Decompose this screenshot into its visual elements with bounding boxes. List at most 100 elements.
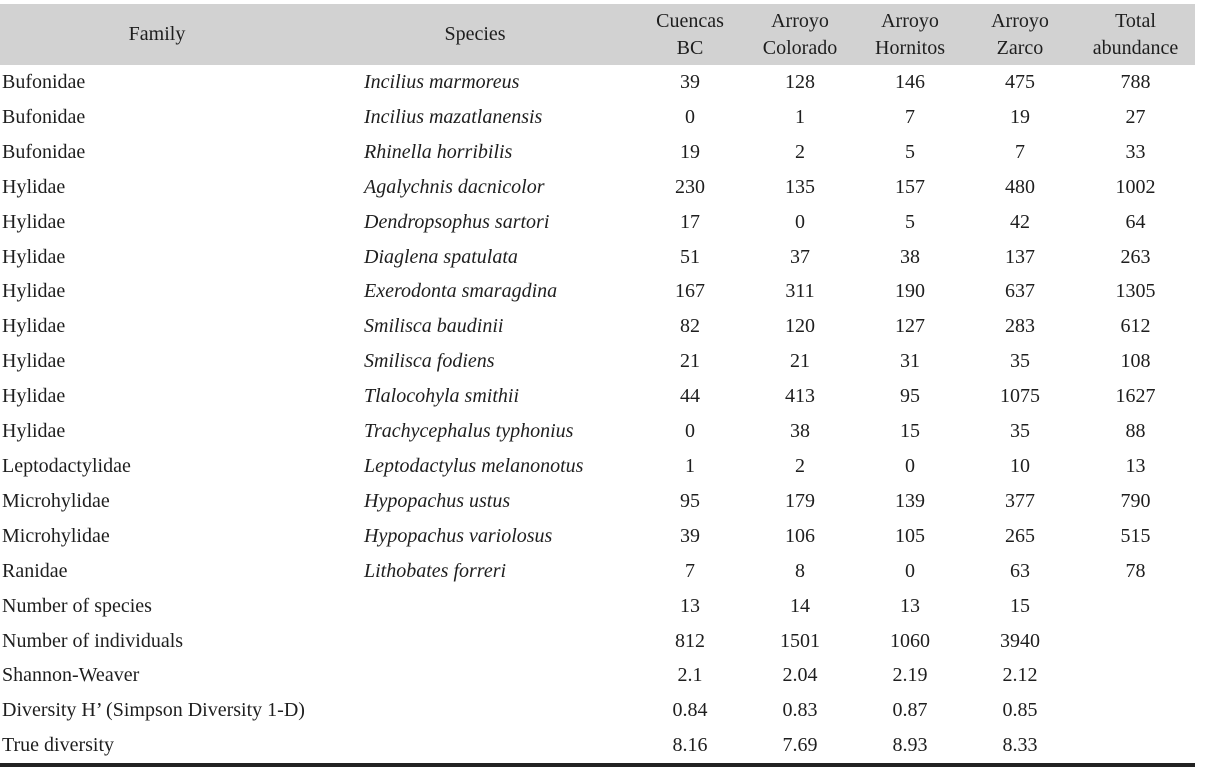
species-abundance-table-wrap: Family Species Cuencas BC Arroyo Colorad… xyxy=(0,4,1195,768)
value-cell: 413 xyxy=(785,385,815,408)
value-cell: 311 xyxy=(785,280,815,303)
value-cell: 0.84 xyxy=(672,699,708,722)
table-row: Hylidae Diaglena spatulata 51 37 38 137 263 xyxy=(0,240,1195,275)
value-cell: 0 xyxy=(905,559,915,582)
value-cell: 128 xyxy=(785,71,815,93)
col-header-label: Arroyo xyxy=(991,9,1049,32)
value-cell: 7 xyxy=(905,105,915,128)
value-cell: 33 xyxy=(1125,140,1146,163)
value-cell: 5 xyxy=(905,140,915,163)
value-cell: 1075 xyxy=(1000,385,1040,408)
value-cell: 8.16 xyxy=(672,734,708,757)
value-cell: 82 xyxy=(680,315,700,338)
family-cell: Microhylidae xyxy=(2,489,110,512)
value-cell: 0.87 xyxy=(892,699,928,722)
species-cell: Smilisca baudinii xyxy=(364,315,504,338)
value-cell: 263 xyxy=(1120,245,1151,268)
value-cell: 1002 xyxy=(1115,175,1156,198)
value-cell: 480 xyxy=(1005,175,1035,198)
summary-row: Shannon-Weaver 2.1 2.04 2.19 2.12 xyxy=(0,658,1195,693)
value-cell: 15 xyxy=(900,420,920,443)
family-cell: Hylidae xyxy=(2,245,66,268)
value-cell: 2.19 xyxy=(892,664,928,687)
value-cell: 2.12 xyxy=(1002,664,1038,687)
value-cell: 475 xyxy=(1005,71,1035,93)
value-cell: 44 xyxy=(680,385,700,408)
value-cell: 7 xyxy=(1015,140,1025,163)
family-cell: Hylidae xyxy=(2,315,66,338)
value-cell: 812 xyxy=(675,629,705,652)
col-header-label: Colorado xyxy=(762,36,838,59)
value-cell: 3940 xyxy=(1000,629,1040,652)
value-cell xyxy=(1076,658,1195,693)
family-cell: Hylidae xyxy=(2,210,66,233)
value-cell: 19 xyxy=(680,140,700,163)
value-cell: 230 xyxy=(675,175,705,198)
family-cell: Hylidae xyxy=(2,350,66,373)
col-header-label: Total xyxy=(1115,9,1156,32)
col-header-label: Arroyo xyxy=(771,9,829,32)
value-cell: 31 xyxy=(900,350,920,373)
col-header-label: Cuencas xyxy=(656,9,724,32)
col-header-label: Arroyo xyxy=(881,9,939,32)
value-cell: 120 xyxy=(785,315,815,338)
value-cell: 127 xyxy=(895,315,925,338)
table-row: Bufonidae Incilius mazatlanensis 0 1 7 19 27 xyxy=(0,100,1195,135)
value-cell: 14 xyxy=(790,594,810,617)
col-header-arroyo-hornitos: Arroyo Hornitos xyxy=(856,4,964,65)
species-cell: Incilius mazatlanensis xyxy=(364,105,543,128)
summary-row: Number of species 13 14 13 15 xyxy=(0,589,1195,624)
value-cell: 637 xyxy=(1005,280,1035,303)
table-row: Hylidae Smilisca baudinii 82 120 127 283 612 xyxy=(0,309,1195,344)
value-cell: 157 xyxy=(895,175,925,198)
value-cell: 21 xyxy=(680,350,700,373)
table-row: Bufonidae Incilius marmoreus 39 128 146 475 78… xyxy=(0,65,1195,100)
table-row: Hylidae Smilisca fodiens 21 21 31 35 108 xyxy=(0,344,1195,379)
col-header-cuencas-bc: Cuencas BC xyxy=(636,4,744,65)
value-cell: 167 xyxy=(675,280,705,303)
value-cell: 35 xyxy=(1010,350,1030,373)
value-cell: 190 xyxy=(895,280,925,303)
table-row: Ranidae Lithobates forreri 7 8 0 63 78 xyxy=(0,554,1195,589)
value-cell: 265 xyxy=(1005,524,1035,547)
value-cell: 95 xyxy=(680,489,700,512)
value-cell: 37 xyxy=(790,245,810,268)
col-header-total-abundance: Total abundance xyxy=(1076,4,1195,65)
summary-row: True diversity 8.16 7.69 8.93 8.33 xyxy=(0,728,1195,765)
value-cell: 2.1 xyxy=(677,664,703,687)
species-cell: Exerodonta smaragdina xyxy=(364,280,558,303)
species-cell: Diaglena spatulata xyxy=(364,245,518,268)
value-cell: 179 xyxy=(785,489,815,512)
table-header: Family Species Cuencas BC Arroyo Colorad… xyxy=(0,4,1195,65)
species-cell: Rhinella horribilis xyxy=(364,140,513,163)
value-cell: 21 xyxy=(790,350,810,373)
table-row: Bufonidae Rhinella horribilis 19 2 5 7 33 xyxy=(0,135,1195,170)
value-cell: 17 xyxy=(680,210,700,233)
value-cell: 19 xyxy=(1010,105,1030,128)
col-header-label: BC xyxy=(676,36,704,59)
family-cell: Ranidae xyxy=(2,559,68,582)
species-abundance-table: Family Species Cuencas BC Arroyo Colorad… xyxy=(0,4,1195,768)
value-cell: 88 xyxy=(1125,420,1146,443)
value-cell: 135 xyxy=(785,175,815,198)
species-cell: Trachycephalus typhonius xyxy=(364,420,574,443)
family-cell: Hylidae xyxy=(2,280,66,303)
value-cell: 1305 xyxy=(1115,280,1156,303)
value-cell: 1627 xyxy=(1115,385,1156,408)
summary-label-cell: Shannon-Weaver xyxy=(2,664,140,687)
value-cell: 105 xyxy=(895,524,925,547)
value-cell: 95 xyxy=(900,385,920,408)
species-cell: Lithobates forreri xyxy=(364,559,507,582)
value-cell: 0 xyxy=(685,420,695,443)
value-cell: 0 xyxy=(685,105,695,128)
col-header-label: Species xyxy=(444,23,506,45)
value-cell: 146 xyxy=(895,71,925,93)
table-row: Leptodactylidae Leptodactylus melanonotus… xyxy=(0,449,1195,484)
value-cell: 7 xyxy=(685,559,695,582)
species-cell: Leptodactylus melanonotus xyxy=(364,454,584,477)
col-header-label: abundance xyxy=(1092,36,1179,59)
value-cell: 51 xyxy=(680,245,700,268)
value-cell: 0 xyxy=(795,210,805,233)
value-cell: 2 xyxy=(795,140,805,163)
value-cell: 13 xyxy=(680,594,700,617)
